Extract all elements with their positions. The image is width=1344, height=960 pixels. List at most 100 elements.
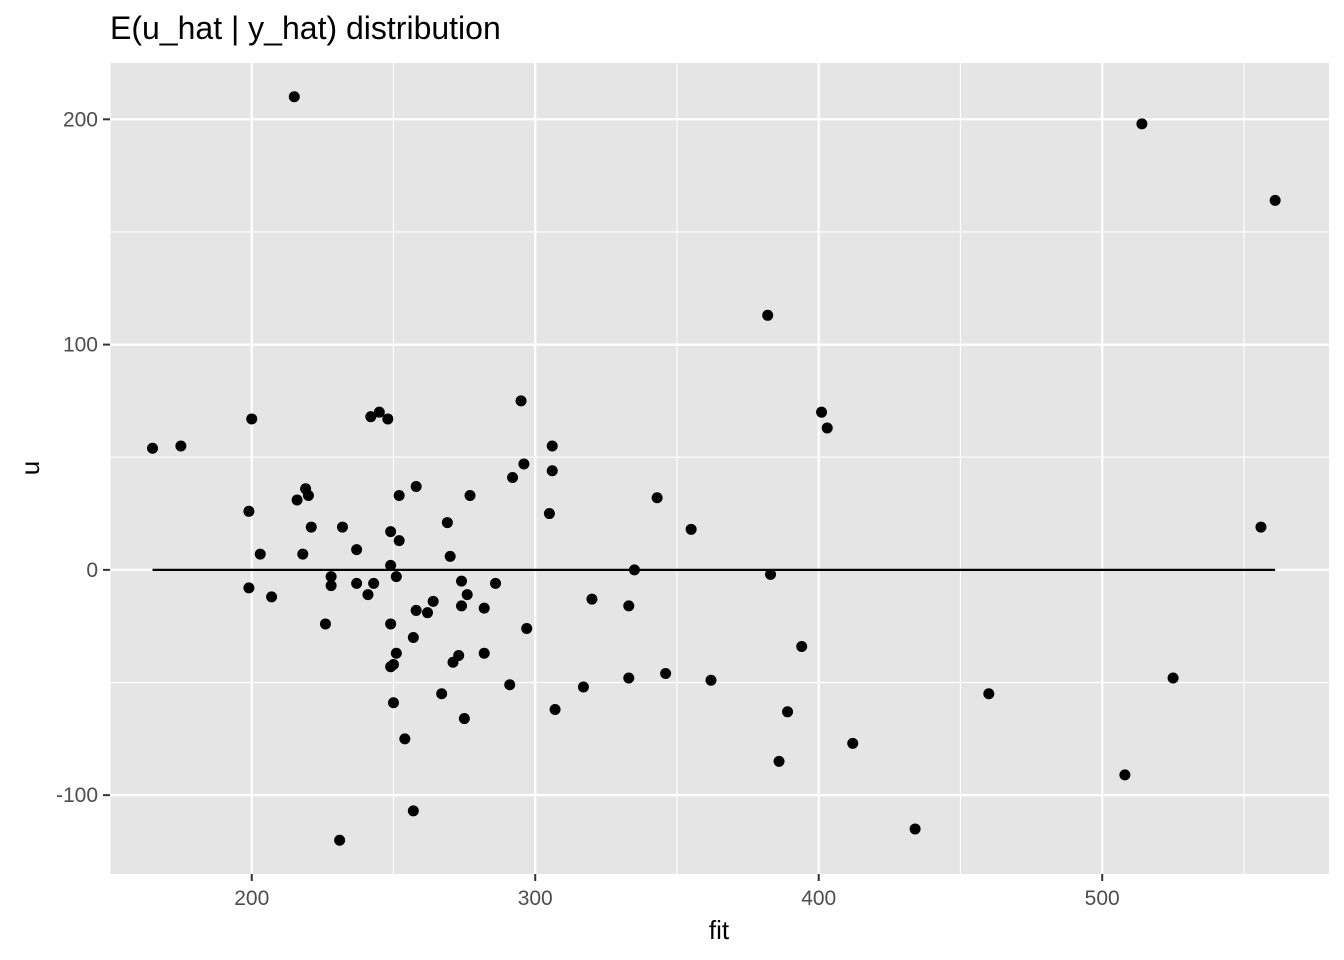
data-point bbox=[147, 442, 159, 454]
data-point bbox=[351, 544, 363, 556]
data-point bbox=[362, 589, 374, 601]
data-point bbox=[464, 490, 476, 502]
data-point bbox=[456, 575, 468, 587]
data-point bbox=[246, 413, 258, 425]
data-point bbox=[175, 440, 187, 452]
data-point bbox=[288, 91, 300, 103]
data-point bbox=[796, 640, 808, 652]
data-point bbox=[543, 508, 555, 520]
data-point bbox=[302, 490, 314, 502]
data-point bbox=[453, 649, 465, 661]
data-point bbox=[821, 422, 833, 434]
data-point bbox=[623, 672, 635, 684]
data-point bbox=[243, 505, 255, 517]
data-point bbox=[478, 602, 490, 614]
data-point bbox=[390, 571, 402, 583]
data-point bbox=[765, 568, 777, 580]
data-point bbox=[441, 517, 453, 529]
data-point bbox=[623, 600, 635, 612]
data-point bbox=[518, 458, 530, 470]
data-point bbox=[291, 494, 303, 506]
data-point bbox=[458, 713, 470, 725]
data-point bbox=[297, 548, 309, 560]
data-point bbox=[705, 674, 717, 686]
data-point bbox=[427, 595, 439, 607]
data-point bbox=[351, 577, 363, 589]
y-tick-label: 100 bbox=[63, 334, 98, 357]
data-point bbox=[478, 647, 490, 659]
data-point bbox=[387, 658, 399, 670]
x-axis: 200 300 400 500 bbox=[234, 874, 1120, 910]
data-point bbox=[243, 582, 255, 594]
data-point bbox=[393, 535, 405, 547]
data-point bbox=[390, 647, 402, 659]
data-point bbox=[847, 737, 859, 749]
data-point bbox=[521, 622, 533, 634]
data-point bbox=[628, 564, 640, 576]
data-point bbox=[577, 681, 589, 693]
y-tick-label: -100 bbox=[56, 784, 98, 807]
data-point bbox=[546, 465, 558, 477]
data-point bbox=[983, 688, 995, 700]
data-point bbox=[325, 580, 337, 592]
data-point bbox=[549, 704, 561, 716]
y-tick-label: 0 bbox=[86, 559, 98, 582]
data-point bbox=[436, 688, 448, 700]
x-tick-label: 300 bbox=[518, 887, 553, 910]
data-point bbox=[507, 472, 519, 484]
data-point bbox=[407, 631, 419, 643]
data-point bbox=[385, 618, 397, 630]
points-layer bbox=[147, 91, 1281, 846]
data-point bbox=[1167, 672, 1179, 684]
data-point bbox=[660, 668, 672, 680]
data-point bbox=[325, 571, 337, 583]
data-point bbox=[1136, 118, 1148, 130]
data-point bbox=[387, 697, 399, 709]
data-point bbox=[816, 406, 828, 418]
data-point bbox=[399, 733, 411, 745]
data-point bbox=[773, 755, 785, 767]
data-point bbox=[1269, 194, 1281, 206]
data-point bbox=[546, 440, 558, 452]
x-tick-label: 400 bbox=[801, 887, 836, 910]
data-point bbox=[407, 805, 419, 817]
data-point bbox=[490, 577, 502, 589]
data-point bbox=[1255, 521, 1267, 533]
data-point bbox=[444, 550, 456, 562]
data-point bbox=[385, 559, 397, 571]
data-point bbox=[909, 823, 921, 835]
plot-panel bbox=[110, 63, 1329, 874]
chart-title: E(u_hat | y_hat) distribution bbox=[110, 10, 501, 46]
data-point bbox=[254, 548, 266, 560]
data-point bbox=[461, 589, 473, 601]
data-point bbox=[651, 492, 663, 504]
data-point bbox=[368, 577, 380, 589]
data-point bbox=[456, 600, 468, 612]
y-axis: -100 0 100 200 bbox=[56, 108, 110, 807]
data-point bbox=[422, 607, 434, 619]
data-point bbox=[336, 521, 348, 533]
data-point bbox=[586, 593, 598, 605]
data-point bbox=[762, 309, 774, 321]
x-tick-label: 200 bbox=[234, 887, 269, 910]
data-point bbox=[504, 679, 516, 691]
data-point bbox=[305, 521, 317, 533]
data-point bbox=[334, 834, 346, 846]
data-point bbox=[382, 413, 394, 425]
data-point bbox=[1119, 769, 1131, 781]
minor-gridlines bbox=[109, 63, 1329, 874]
data-point bbox=[410, 604, 422, 616]
data-point bbox=[319, 618, 331, 630]
data-point bbox=[365, 411, 377, 423]
data-point bbox=[393, 490, 405, 502]
x-axis-label: fit bbox=[709, 915, 730, 945]
data-point bbox=[782, 706, 794, 718]
y-tick-label: 200 bbox=[63, 108, 98, 131]
data-point bbox=[685, 523, 697, 535]
data-point bbox=[385, 526, 397, 538]
data-point bbox=[410, 481, 422, 493]
x-tick-label: 500 bbox=[1085, 887, 1120, 910]
y-axis-label: u bbox=[15, 461, 45, 475]
